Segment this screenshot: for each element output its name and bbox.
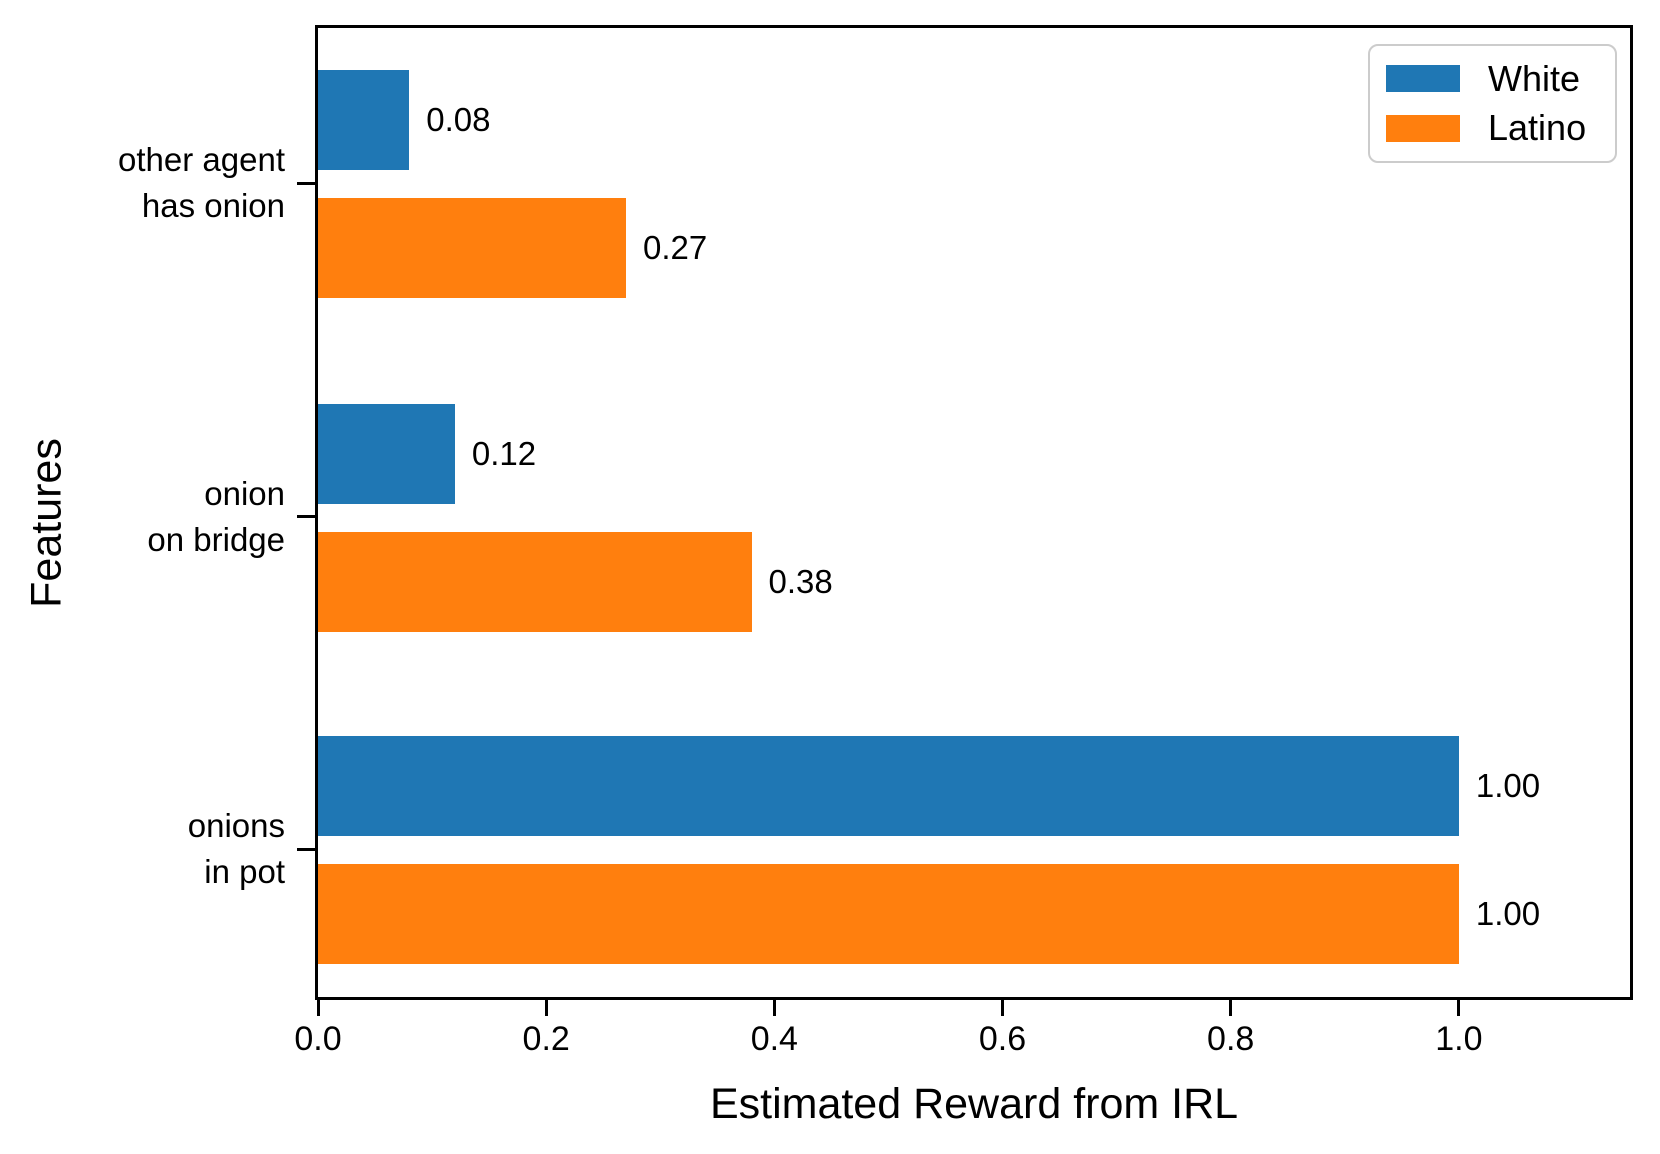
- bar-white-onions-in-pot: [318, 736, 1459, 836]
- category-label-other-agent-has-onion: other agent has onion: [118, 141, 285, 224]
- x-tick-label-1-0: 1.0: [1435, 1020, 1483, 1058]
- legend-swatch-white: [1386, 65, 1460, 93]
- x-axis-label: Estimated Reward from IRL: [709, 1080, 1239, 1128]
- legend-item-white: White: [1386, 58, 1599, 100]
- bar-value-label-white-other-agent-has-onion: 0.08: [426, 101, 491, 138]
- legend-label-white: White: [1488, 57, 1581, 99]
- x-tick-mark-0-8: [1229, 1000, 1233, 1016]
- legend: White Latino: [1368, 44, 1617, 163]
- y-tick-mark-other-agent-has-onion: [297, 181, 315, 185]
- x-tick-mark-0-2: [544, 1000, 548, 1016]
- x-tick-label-0-2: 0.2: [522, 1020, 570, 1058]
- x-tick-label-0-4: 0.4: [750, 1020, 798, 1058]
- bar-value-label-white-onions-in-pot: 1.00: [1475, 767, 1541, 804]
- bar-latino-onion-on-bridge: [318, 531, 752, 632]
- x-tick-mark-0-4: [772, 1000, 776, 1016]
- legend-label-latino: Latino: [1488, 107, 1587, 149]
- bar-value-label-latino-onion-on-bridge: 0.38: [768, 562, 833, 600]
- legend-swatch-latino: [1386, 114, 1460, 142]
- x-tick-label-0-6: 0.6: [978, 1020, 1027, 1058]
- x-tick-mark-1-0: [1457, 1000, 1461, 1016]
- x-tick-mark-0-6: [1001, 1000, 1005, 1016]
- bar-value-label-latino-other-agent-has-onion: 0.27: [643, 229, 708, 266]
- legend-item-latino: Latino: [1386, 107, 1599, 149]
- y-tick-mark-onion-on-bridge: [297, 515, 315, 518]
- plot-area: 0.08 0.27 0.12 0.38 1.00 1.00: [315, 25, 1633, 1000]
- bar-latino-onions-in-pot: [318, 864, 1459, 964]
- category-label-onion-on-bridge: onion on bridge: [147, 474, 285, 558]
- x-tick-label-0-0: 0.0: [294, 1020, 342, 1058]
- bar-value-label-latino-onions-in-pot: 1.00: [1475, 895, 1541, 932]
- bar-latino-other-agent-has-onion: [318, 198, 627, 298]
- x-tick-mark-0-0: [316, 1000, 320, 1016]
- bar-white-onion-on-bridge: [318, 403, 455, 504]
- y-axis-label: Features: [22, 438, 71, 608]
- bar-value-label-white-onion-on-bridge: 0.12: [471, 434, 537, 472]
- category-label-onions-in-pot: onions in pot: [187, 807, 285, 890]
- x-tick-label-0-8: 0.8: [1207, 1020, 1255, 1058]
- bar-white-other-agent-has-onion: [318, 70, 410, 170]
- y-tick-mark-onions-in-pot: [297, 847, 315, 851]
